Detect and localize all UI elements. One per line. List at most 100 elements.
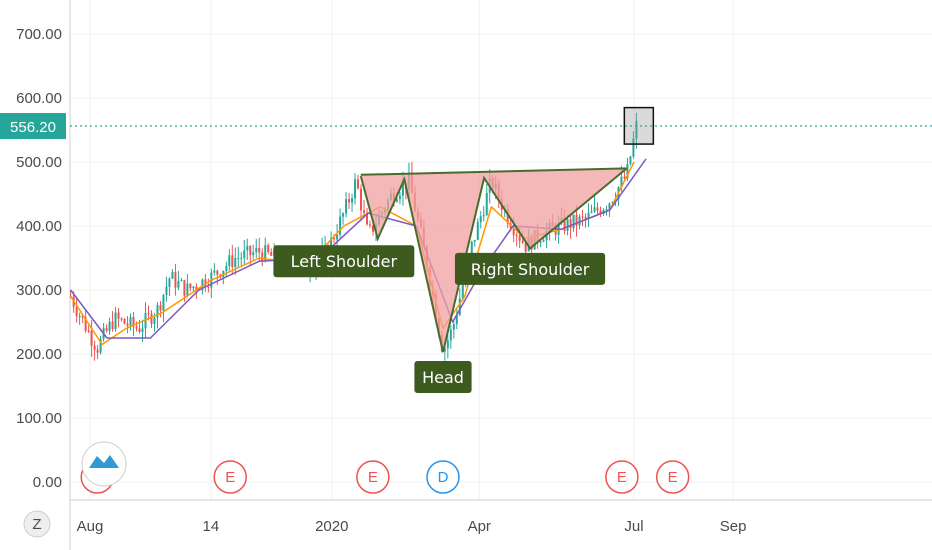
pattern-area	[360, 168, 627, 353]
candle-body	[512, 228, 515, 236]
candle-body	[246, 245, 249, 251]
y-tick-label: 700.00	[16, 26, 62, 43]
candle-body	[141, 328, 144, 332]
candle-body	[476, 222, 479, 240]
candle-body	[267, 245, 270, 252]
candle-body	[123, 318, 126, 324]
event-marker-text: E	[368, 469, 378, 486]
last-price-label: 556.20	[10, 119, 56, 136]
candle-body	[213, 270, 216, 273]
candle-body	[506, 209, 509, 224]
candle-body	[93, 345, 96, 350]
candle-body	[596, 207, 599, 211]
candle-body	[135, 326, 138, 329]
candle-body	[159, 305, 162, 311]
candle-body	[132, 317, 135, 327]
candle-body	[96, 349, 99, 353]
candle-body	[99, 338, 102, 353]
x-tick-label: Jul	[624, 518, 643, 535]
candle-body	[180, 280, 183, 282]
zoom-button[interactable]	[23, 510, 51, 538]
candle-body	[342, 213, 345, 217]
candle-body	[611, 202, 614, 204]
pattern-label-text: Right Shoulder	[471, 260, 590, 279]
candle-body	[234, 257, 237, 267]
candle-body	[225, 266, 228, 271]
candle-body	[243, 250, 246, 258]
earnings-marker[interactable]	[356, 460, 390, 494]
candle-body	[333, 238, 336, 240]
candle-body	[195, 286, 198, 290]
candle-body	[584, 216, 587, 219]
earnings-marker[interactable]	[605, 460, 639, 494]
pattern-outline	[359, 167, 628, 353]
candle-body	[572, 214, 575, 229]
earnings-marker[interactable]	[213, 460, 247, 494]
y-tick-label: 0.00	[33, 474, 62, 491]
y-tick-label: 200.00	[16, 346, 62, 363]
candle-body	[395, 199, 398, 202]
candle-body	[177, 280, 180, 288]
candle-body	[626, 163, 629, 179]
candle-body	[587, 212, 590, 219]
candle-body	[336, 234, 339, 240]
candle-body	[237, 257, 240, 259]
candle-body	[363, 210, 366, 213]
candle-body	[371, 225, 374, 232]
candle-body	[605, 209, 608, 211]
pattern-label-text: Left Shoulder	[291, 252, 398, 271]
earnings-marker[interactable]	[655, 460, 690, 494]
candle-body	[629, 156, 632, 164]
candle-body	[569, 219, 572, 229]
candle-body	[620, 176, 623, 188]
candle-body	[401, 182, 404, 196]
x-tick-label: 14	[203, 518, 220, 535]
candle-body	[84, 317, 87, 331]
candle-body	[150, 313, 153, 324]
candle-body	[147, 312, 150, 314]
event-marker-text: D	[438, 469, 449, 486]
x-tick-label: Apr	[468, 518, 491, 535]
candle-body	[255, 247, 258, 253]
candle-body	[78, 315, 81, 317]
dividend-marker[interactable]	[426, 460, 460, 494]
candle-body	[252, 252, 255, 256]
candle-body	[479, 216, 482, 223]
neckline	[360, 167, 627, 176]
candle-body	[261, 252, 264, 261]
candle-body	[240, 257, 243, 259]
candle-body	[189, 283, 192, 289]
candle-body	[398, 195, 401, 200]
pattern-label-text: Head	[422, 368, 464, 387]
candle-body	[228, 255, 231, 267]
candle-body	[165, 286, 168, 296]
candle-body	[366, 212, 369, 225]
breakout-box	[623, 106, 655, 145]
candle-body	[168, 278, 171, 287]
candle-body	[542, 240, 545, 242]
candle-body	[524, 242, 527, 252]
candle-body	[129, 317, 132, 326]
candle-body	[590, 211, 593, 213]
event-marker-text: E	[668, 469, 678, 486]
candle-body	[207, 287, 210, 289]
candle-body	[446, 340, 449, 349]
pattern-label-box	[273, 245, 415, 278]
candle-body	[614, 199, 617, 203]
candle-body	[470, 241, 473, 255]
y-tick-label: 400.00	[16, 218, 62, 235]
candle-body	[348, 199, 351, 203]
candle-body	[231, 255, 234, 267]
candle-body	[515, 235, 518, 237]
y-tick-label: 300.00	[16, 282, 62, 299]
candle-body	[461, 284, 464, 299]
candle-body	[183, 280, 186, 296]
candle-body	[186, 283, 189, 296]
last-price-tag	[0, 113, 66, 140]
candle-body	[357, 179, 360, 189]
candle-body	[216, 270, 219, 275]
candle-body	[443, 348, 446, 352]
candle-body	[108, 321, 111, 331]
candle-body	[575, 214, 578, 226]
